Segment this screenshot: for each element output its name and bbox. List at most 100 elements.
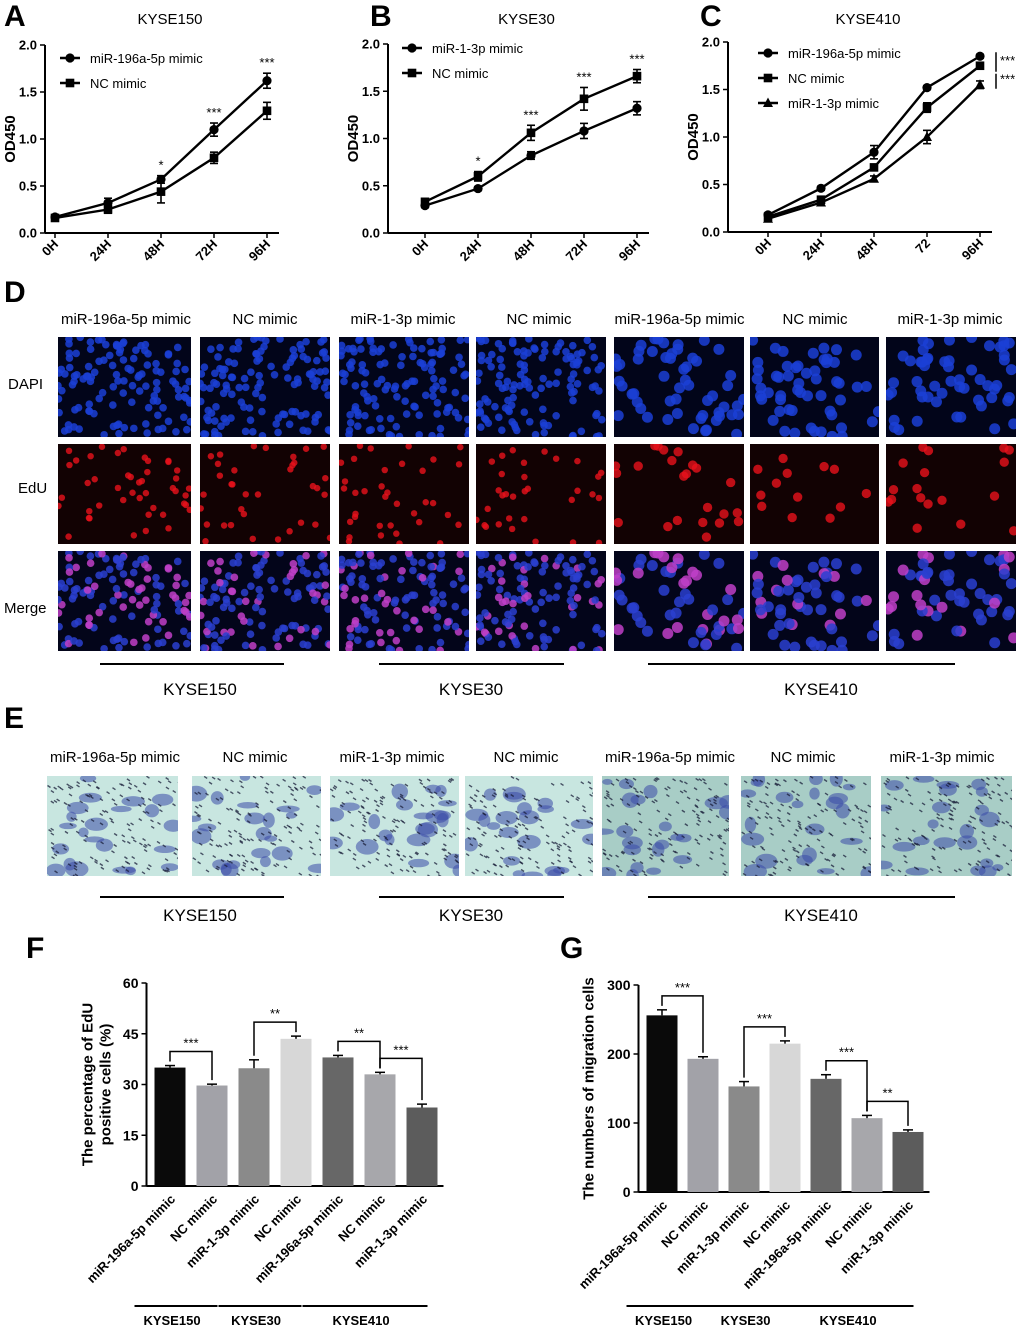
membrane-pore: [703, 781, 707, 785]
membrane-pore: [1009, 849, 1012, 853]
membrane-pore: [504, 794, 509, 798]
membrane-pore: [236, 853, 241, 858]
chart-b-point: [526, 150, 536, 161]
nucleus: [321, 367, 330, 375]
membrane-pore: [211, 776, 216, 780]
membrane-pore: [1000, 777, 1005, 781]
merge-nucleus: [545, 594, 553, 603]
edu-nucleus: [912, 483, 922, 494]
membrane-pore: [521, 823, 526, 827]
membrane-pore: [820, 845, 825, 849]
merge-nucleus: [180, 627, 188, 636]
merge-nucleus: [807, 561, 819, 573]
nucleus: [391, 382, 400, 391]
edu-nucleus: [919, 467, 930, 478]
merge-nucleus: [781, 574, 793, 586]
merge-nucleus: [752, 578, 764, 590]
nucleus: [658, 337, 670, 349]
nucleus: [951, 411, 963, 423]
membrane-pore: [826, 858, 831, 862]
membrane-pore: [368, 778, 372, 783]
membrane-pore: [389, 829, 394, 833]
merge-nucleus: [989, 597, 1001, 609]
merge-nucleus: [678, 577, 690, 589]
nucleus: [989, 423, 1001, 435]
migrated-cell: [251, 848, 271, 859]
nucleus: [783, 404, 795, 416]
edu-nucleus: [124, 472, 132, 479]
chart-b-point: [632, 71, 642, 81]
merge-nucleus: [590, 567, 599, 576]
membrane-pore: [772, 871, 777, 875]
merge-nucleus: [377, 638, 385, 647]
membrane-pore: [308, 840, 313, 844]
membrane-pore: [276, 783, 281, 787]
membrane-pore: [127, 828, 132, 832]
membrane-pore: [561, 835, 566, 839]
merge-nucleus: [383, 595, 392, 604]
membrane-pore: [198, 842, 203, 846]
nucleus: [911, 376, 923, 388]
edu-nucleus: [144, 457, 152, 465]
nucleus: [212, 403, 220, 411]
merge-nucleus: [929, 594, 941, 606]
chart-c-xtick-label: 48H: [853, 236, 880, 263]
nucleus: [755, 390, 767, 402]
nucleus: [207, 409, 216, 417]
nucleus: [159, 403, 167, 412]
merge-nucleus: [229, 559, 237, 567]
membrane-pore: [950, 817, 955, 821]
merge-nucleus: [313, 570, 321, 579]
merge-nucleus: [851, 595, 863, 607]
membrane-pore: [450, 810, 455, 814]
merge-nucleus: [129, 568, 138, 577]
nucleus: [457, 360, 466, 368]
membrane-pore: [360, 839, 365, 843]
membrane-pore: [167, 780, 172, 784]
merge-nucleus: [323, 592, 330, 600]
nucleus: [351, 382, 360, 390]
chart-c-legend-label: NC mimic: [788, 71, 845, 86]
membrane-pore: [765, 811, 770, 816]
migrated-cell: [881, 860, 893, 870]
membrane-pore: [784, 857, 789, 861]
edu-nucleus: [262, 444, 270, 452]
membrane-pore: [629, 840, 634, 844]
membrane-pore: [269, 800, 274, 804]
nucleus: [511, 423, 520, 432]
membrane-pore: [709, 803, 714, 807]
membrane-pore: [758, 858, 763, 862]
edu-nucleus: [481, 522, 488, 529]
membrane-pore: [943, 793, 948, 797]
migrated-cell: [391, 783, 408, 800]
e-image-2: [192, 776, 321, 876]
membrane-pore: [751, 845, 756, 849]
nucleus: [398, 352, 406, 361]
membrane-pore: [948, 812, 953, 816]
membrane-pore: [605, 790, 610, 794]
nucleus: [498, 426, 506, 434]
merge-nucleus: [159, 617, 167, 626]
nucleus: [809, 365, 821, 377]
chart-b-significance: *: [475, 154, 480, 169]
merge-nucleus: [731, 642, 743, 651]
membrane-pore: [667, 813, 672, 817]
membrane-pore: [441, 790, 445, 795]
membrane-pore: [840, 867, 845, 871]
membrane-pore: [615, 854, 619, 858]
d-image-dapi-4: [476, 337, 606, 437]
nucleus: [248, 428, 257, 436]
merge-nucleus: [476, 621, 484, 629]
merge-nucleus: [219, 603, 228, 612]
merge-nucleus: [119, 603, 128, 611]
nucleus: [246, 416, 255, 424]
membrane-pore: [684, 823, 689, 827]
edu-nucleus: [129, 489, 136, 496]
nucleus: [65, 354, 74, 362]
merge-nucleus: [421, 605, 430, 614]
membrane-pore: [545, 841, 550, 845]
membrane-pore: [70, 817, 75, 821]
membrane-pore: [893, 797, 898, 801]
membrane-pore: [429, 790, 433, 795]
nucleus: [210, 427, 219, 436]
